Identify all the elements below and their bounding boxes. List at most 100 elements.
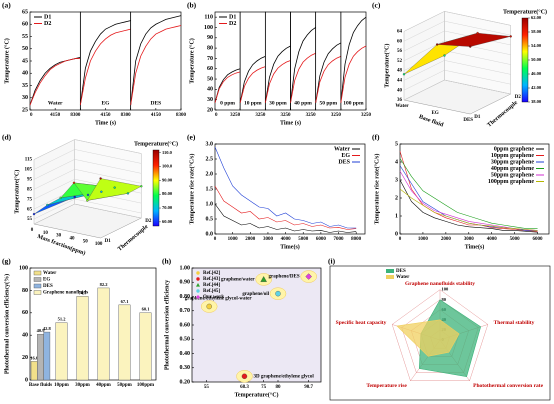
legend-label: 10ppm graphene <box>491 153 535 159</box>
plot-frame <box>340 11 367 111</box>
bar <box>139 312 152 381</box>
line-series <box>130 15 182 106</box>
y-tick-label: 4 <box>395 159 398 165</box>
y-tick-label: 2.5 <box>206 156 214 162</box>
legend-swatch <box>386 275 394 279</box>
z-tick-label: 115 <box>25 158 33 163</box>
grid-line <box>403 11 511 32</box>
y-tick-label: 50 <box>207 76 213 82</box>
surface-point <box>59 196 62 200</box>
axis-label: Photothermal conversion rate <box>473 383 544 389</box>
bar-value-label: 74.7 <box>79 290 88 295</box>
line-series <box>214 203 357 233</box>
line-series <box>340 16 367 103</box>
x-axis-label: Base fluid <box>418 114 445 129</box>
y-tick-label: 30 <box>207 97 213 103</box>
bar <box>55 322 68 381</box>
legend-label: Graphene nanofluids <box>43 291 88 296</box>
y-tick-label: 2 <box>395 195 398 201</box>
legend-swatch <box>196 277 200 281</box>
line-series <box>399 158 538 229</box>
z-tick-label: 40 <box>397 88 403 93</box>
y-tick-label: 25 <box>22 107 28 113</box>
point <box>275 290 281 297</box>
panel-label: (e) <box>187 133 196 142</box>
axis-label: Temperature rise <box>366 383 407 389</box>
y-tick-label: 1 <box>395 213 398 219</box>
x-tick-label: 80 <box>276 385 282 390</box>
y-tick-label: 0.80 <box>180 294 191 300</box>
panel-name: 40 ppm <box>294 100 312 106</box>
plot-frame <box>315 11 342 111</box>
panel-name: 0 ppm <box>220 100 235 106</box>
x-tick-label: 4150 <box>101 113 112 118</box>
x-tick-label: 8300 <box>70 113 81 118</box>
legend-swatch <box>196 271 200 275</box>
x-tick-label: 0 <box>399 237 402 242</box>
y-tick-label: 0.5 <box>206 216 214 222</box>
y-tick-label: 30 <box>22 95 28 101</box>
surface-point <box>126 192 130 195</box>
colorbar-tick-label: 110.0 <box>162 150 173 155</box>
panel-label: (g) <box>2 257 11 266</box>
point <box>305 273 312 280</box>
panel-name: 30 ppm <box>269 100 287 106</box>
z-tick-label: 64 <box>397 30 403 35</box>
bar-value-label: 42.8 <box>43 326 52 331</box>
z-tick-label: 44 <box>397 79 403 84</box>
panel-label: (a) <box>2 1 11 10</box>
x-tick-label: 4000 <box>487 237 498 242</box>
bar-value-label: 60.1 <box>142 307 151 312</box>
x-tick-label: 75 <box>261 385 267 390</box>
x-tick-label: 0 <box>214 237 217 242</box>
line-series <box>399 179 538 233</box>
x-category: DES <box>463 118 473 123</box>
legend-swatch <box>196 283 200 287</box>
y-axis-label: Temperature rise rate(°C/s) <box>373 154 380 225</box>
colorbar-tick-label: 46.00 <box>531 71 542 76</box>
y-axis-label: Temperature rise rate(°C/s) <box>188 154 195 225</box>
legend-label: Water <box>334 146 350 152</box>
legend-swatch <box>33 277 42 282</box>
plot-frame <box>214 11 241 111</box>
x-tick-label: 0 <box>215 113 218 118</box>
x-axis-label: Time (s) <box>280 119 301 126</box>
x-tick-label: 100ppm <box>137 383 155 388</box>
y-tick-label: 0 <box>395 231 398 237</box>
line-series <box>79 20 131 106</box>
plot-frame <box>29 267 157 381</box>
line-series <box>315 55 341 103</box>
bar-value-label: 16.6 <box>30 355 39 360</box>
panel-label: (i) <box>328 257 336 266</box>
panel-label: (b) <box>187 1 197 10</box>
x-tick-label: 8000 <box>351 237 362 242</box>
y-tick-label: 0 <box>25 377 28 383</box>
y-tick-label: 80 <box>207 45 213 51</box>
legend-label: EG <box>43 278 50 283</box>
bar <box>37 333 44 381</box>
y-tick-label: 70 <box>207 56 213 62</box>
y-tick-label: 20 <box>22 355 28 361</box>
grid-line <box>403 69 511 91</box>
x-tick-label: 7000 <box>334 237 345 242</box>
panel-frame <box>329 265 551 401</box>
y-tick-label: 0.60 <box>180 322 191 328</box>
colorbar-tick-label: 100.0 <box>162 164 173 169</box>
surface-point <box>32 212 36 216</box>
r-tick-label: 100 <box>442 287 450 292</box>
x-category: Water <box>395 104 409 109</box>
axis-label: Graphene nanofluids stability <box>405 281 475 287</box>
z-tick-label: 55 <box>27 217 33 222</box>
z-axis-label: Temperature(°C) <box>383 44 390 88</box>
y-axis-label: Photothermal conversion efficiency(%) <box>3 274 10 374</box>
z-tick-label: 95 <box>27 178 33 183</box>
line-series <box>399 188 538 231</box>
surface-point <box>469 45 472 48</box>
y-tick-label: 40 <box>22 71 28 77</box>
colorbar-tick-label: 62.00 <box>531 15 542 20</box>
y-tick-label: 65 <box>22 9 28 15</box>
colorbar-tick-label: 58.00 <box>531 29 542 34</box>
line-series <box>79 28 131 106</box>
x-tick-label: 4150 <box>50 113 61 118</box>
legend-label: DES <box>338 159 350 165</box>
